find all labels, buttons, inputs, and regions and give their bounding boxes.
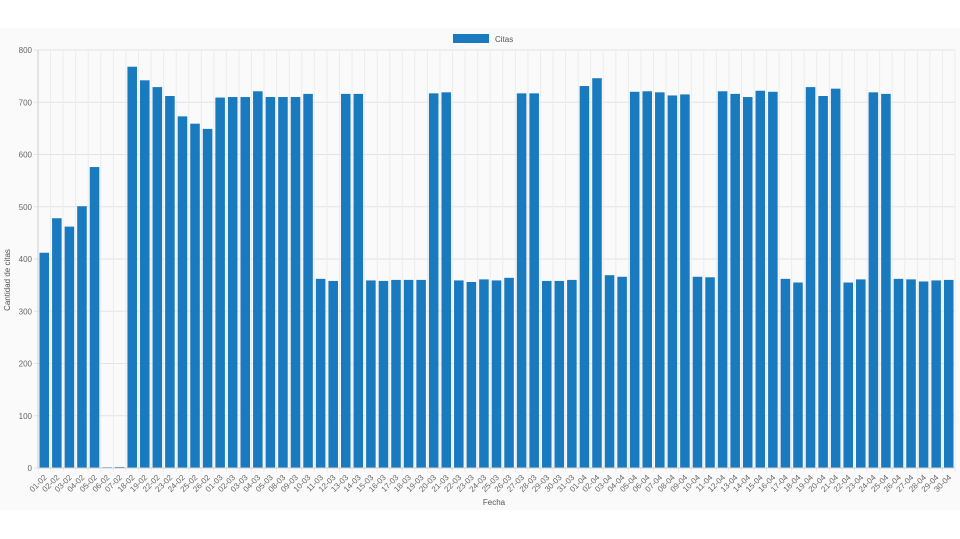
bar[interactable] [278, 97, 288, 469]
bar[interactable] [705, 277, 715, 468]
bar[interactable] [328, 280, 338, 468]
bar[interactable] [177, 116, 188, 469]
bar[interactable] [881, 93, 891, 468]
bar[interactable] [140, 80, 150, 469]
y-tick-label: 100 [19, 412, 33, 421]
bar[interactable] [265, 97, 276, 469]
bar[interactable] [227, 97, 238, 469]
y-tick-label: 200 [19, 360, 33, 369]
bar[interactable] [152, 87, 163, 468]
bar[interactable] [655, 92, 665, 468]
bar[interactable] [89, 167, 100, 469]
legend[interactable]: Citas [453, 34, 513, 44]
bar[interactable] [491, 280, 502, 468]
bar[interactable] [340, 93, 351, 468]
x-tick-labels: 01-0202-0203-0204-0205-0206-0207-0218-02… [28, 473, 954, 494]
bar[interactable] [215, 97, 225, 469]
bar[interactable] [202, 128, 213, 468]
y-tick-label: 500 [19, 203, 33, 212]
bar[interactable] [943, 279, 954, 468]
bar[interactable] [466, 281, 477, 468]
bar[interactable] [77, 206, 87, 469]
bar[interactable] [428, 93, 439, 469]
bar[interactable] [617, 276, 627, 468]
bar[interactable] [793, 282, 803, 468]
bar[interactable] [768, 91, 778, 469]
bar[interactable] [529, 93, 539, 469]
y-tick-label: 0 [28, 464, 33, 473]
bar[interactable] [818, 95, 828, 468]
legend-label[interactable]: Citas [495, 35, 513, 44]
bar[interactable] [516, 93, 527, 469]
bar[interactable] [454, 280, 464, 468]
chart-panel: 0 100 200 300 400 500 600 700 800 01-02 02-02 03-0… [0, 28, 960, 510]
bar[interactable] [805, 87, 816, 468]
bar[interactable] [366, 280, 376, 468]
bar[interactable] [403, 279, 414, 468]
bar[interactable] [391, 279, 401, 468]
y-axis-title: Cantidad de citas [3, 249, 12, 311]
bar[interactable] [692, 276, 703, 468]
bar[interactable] [629, 91, 640, 469]
bar[interactable] [680, 94, 690, 468]
legend-swatch[interactable] [453, 34, 489, 43]
bar[interactable] [315, 278, 326, 468]
bar[interactable] [843, 282, 853, 468]
bar[interactable] [931, 280, 941, 468]
bar[interactable] [893, 278, 904, 468]
bar[interactable] [165, 95, 175, 468]
bar[interactable] [730, 93, 740, 468]
grid-lines [34, 49, 956, 472]
bar[interactable] [604, 275, 615, 468]
bar[interactable] [554, 280, 565, 468]
bar[interactable] [567, 279, 577, 468]
bar[interactable] [290, 97, 301, 469]
bar-chart: 0 100 200 300 400 500 600 700 800 01-0202-0203-0… [3, 34, 956, 507]
bar[interactable] [868, 92, 879, 468]
bar[interactable] [127, 66, 137, 468]
bar[interactable] [64, 226, 75, 468]
bar[interactable] [742, 97, 753, 469]
bar[interactable] [190, 123, 200, 469]
bar[interactable] [830, 88, 841, 468]
bar[interactable] [642, 91, 653, 468]
bar[interactable] [667, 95, 678, 469]
bar[interactable] [579, 86, 590, 469]
bar[interactable] [717, 91, 728, 468]
bars [39, 66, 954, 469]
bar[interactable] [114, 466, 125, 468]
bar[interactable] [378, 280, 389, 468]
bar[interactable] [353, 93, 364, 468]
bar[interactable] [52, 218, 62, 468]
bar[interactable] [906, 279, 916, 468]
y-tick-label: 300 [19, 307, 33, 316]
y-tick-label: 600 [19, 151, 33, 160]
y-tick-labels: 0 100 200 300 400 500 600 700 800 [19, 46, 33, 473]
axes [37, 50, 955, 469]
bar[interactable] [303, 93, 313, 468]
bar[interactable] [479, 279, 489, 468]
bar[interactable] [755, 90, 766, 468]
bar[interactable] [253, 91, 263, 468]
bar[interactable] [416, 279, 426, 468]
bar[interactable] [592, 78, 602, 468]
bar[interactable] [504, 277, 514, 468]
y-tick-label: 800 [19, 46, 33, 55]
y-tick-label: 400 [19, 255, 33, 264]
bar[interactable] [240, 97, 251, 469]
bar[interactable] [856, 279, 866, 468]
bar[interactable] [541, 280, 552, 468]
bar[interactable] [918, 281, 929, 468]
bar[interactable] [441, 92, 452, 468]
x-axis-title: Fecha [483, 498, 506, 507]
y-tick-label: 700 [19, 98, 33, 107]
bar[interactable] [39, 252, 50, 468]
bar[interactable] [780, 278, 791, 468]
